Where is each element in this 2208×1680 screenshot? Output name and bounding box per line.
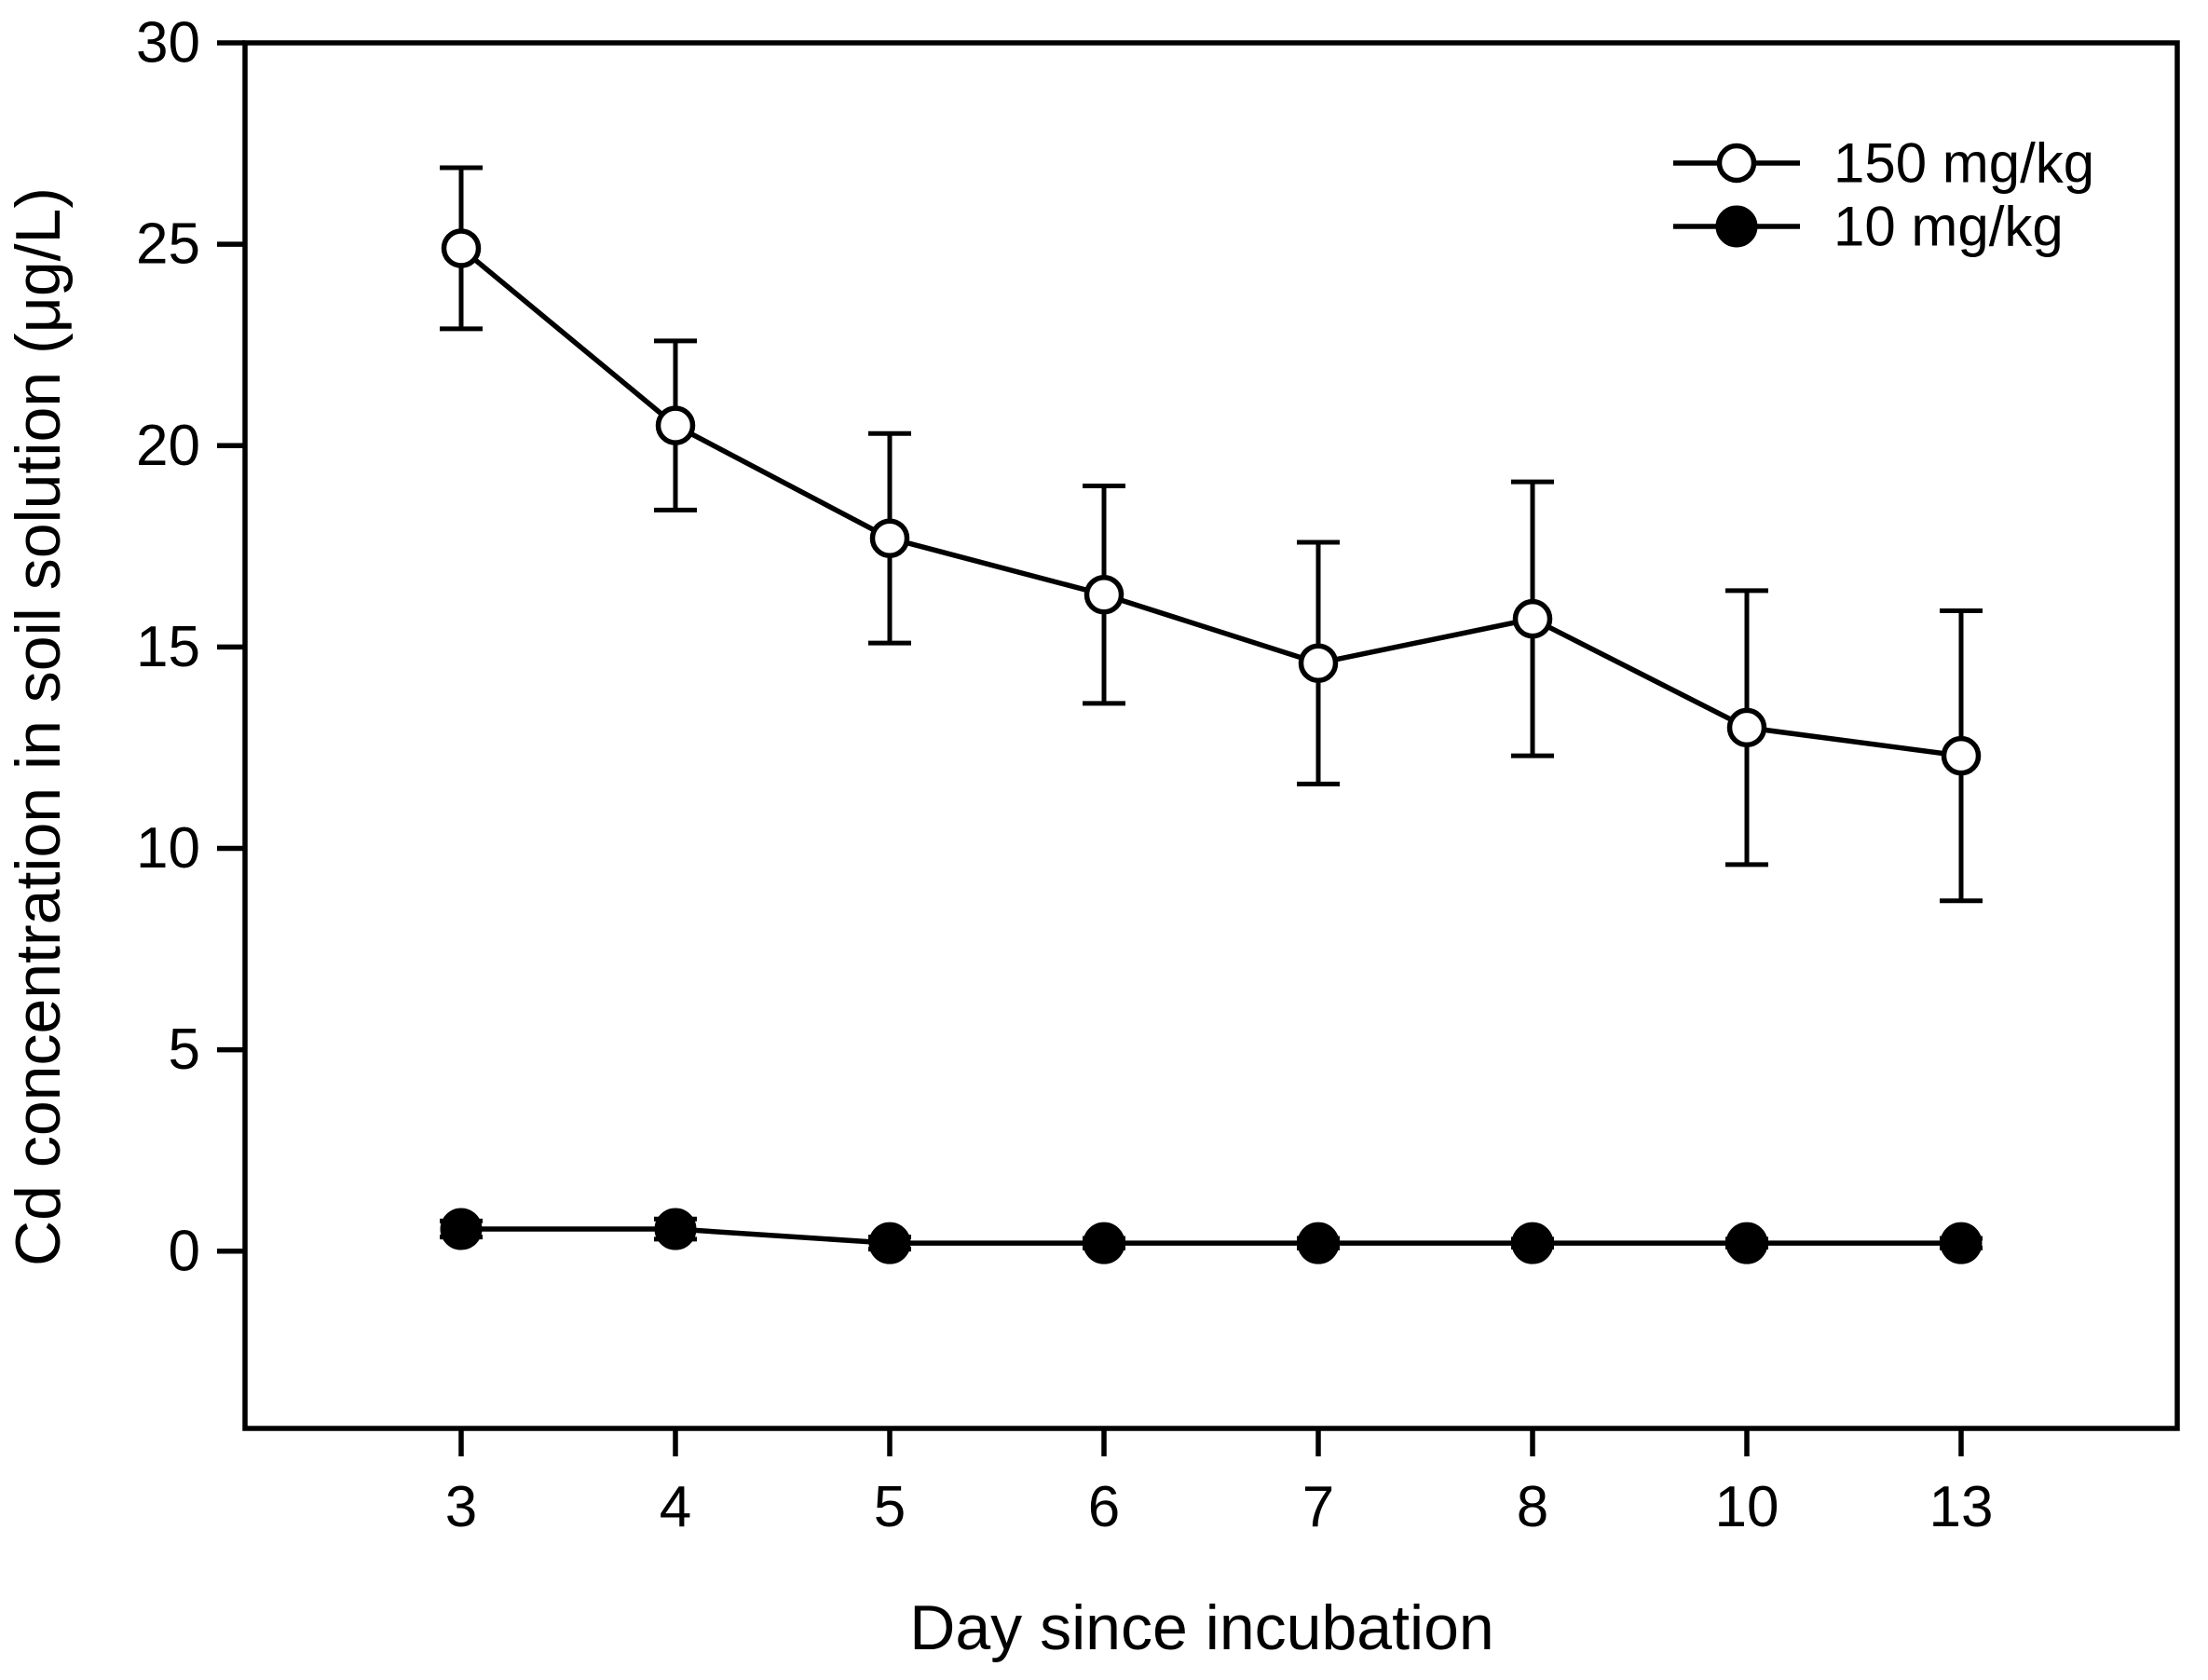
- data-point-open-circle: [1512, 598, 1553, 639]
- x-tick-label: 7: [1302, 1475, 1334, 1539]
- data-point-open-circle: [1084, 574, 1124, 615]
- y-tick-label: 25: [136, 212, 200, 277]
- data-point-open-circle: [869, 518, 910, 558]
- data-point-filled-circle: [654, 1208, 697, 1250]
- data-point-open-circle: [1941, 735, 1982, 776]
- data-point-open-circle: [1726, 707, 1767, 748]
- legend-open-circle-icon: [1716, 143, 1757, 184]
- x-axis-title: Day since incubation: [909, 1592, 1493, 1663]
- x-tick-label: 6: [1088, 1475, 1120, 1539]
- plot-frame: [242, 40, 2180, 1431]
- series-line: [459, 246, 1962, 758]
- y-tick-label: 5: [169, 1018, 200, 1082]
- data-point-filled-circle: [1297, 1222, 1340, 1264]
- legend-filled-circle-icon: [1715, 205, 1758, 248]
- data-point-open-circle: [1298, 643, 1339, 683]
- data-point-filled-circle: [1511, 1222, 1554, 1264]
- y-axis-title: Cd concentration in soil solution (μg/L): [3, 187, 74, 1266]
- data-point-filled-circle: [440, 1208, 483, 1250]
- y-tick-label: 15: [136, 615, 200, 679]
- series-line: [461, 1226, 1961, 1246]
- y-tick-label: 20: [136, 414, 200, 478]
- y-tick-label: 10: [136, 816, 200, 881]
- data-point-filled-circle: [868, 1222, 911, 1264]
- legend-entry-label: 10 mg/kg: [1833, 196, 2064, 258]
- data-point-filled-circle: [1940, 1222, 1983, 1264]
- x-tick-label: 10: [1715, 1475, 1779, 1539]
- data-point-filled-circle: [1083, 1222, 1125, 1264]
- data-point-filled-circle: [1725, 1222, 1768, 1264]
- plot-area: 0 5 10 15 20 25 30 3 4 5 6 7 8 10 13: [136, 11, 2180, 1539]
- legend-entry-label: 150 mg/kg: [1833, 132, 2094, 195]
- x-tick-label: 8: [1517, 1475, 1548, 1539]
- y-tick-label: 30: [136, 11, 200, 75]
- data-point-open-circle: [441, 228, 482, 268]
- x-tick-label: 4: [660, 1475, 691, 1539]
- y-tick-label: 0: [169, 1219, 200, 1283]
- data-point-open-circle: [655, 405, 696, 445]
- x-tick-label: 13: [1929, 1475, 1994, 1539]
- x-tick-label: 3: [445, 1475, 477, 1539]
- x-tick-label: 5: [874, 1475, 906, 1539]
